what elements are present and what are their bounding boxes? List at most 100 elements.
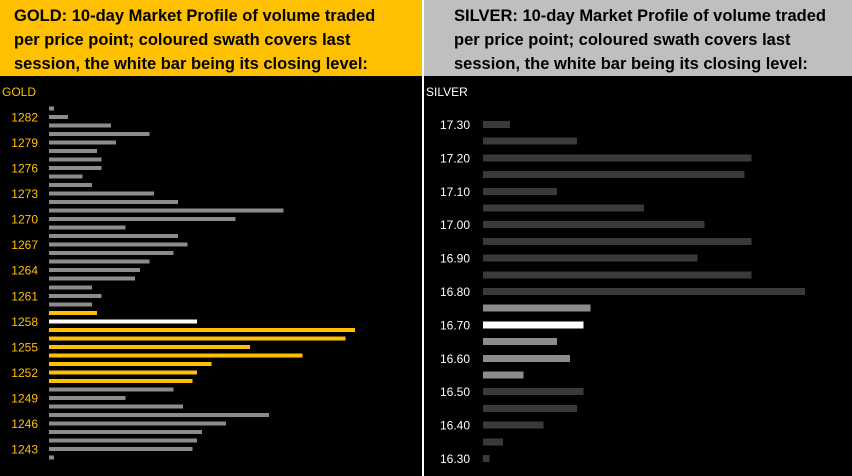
- volume-bar: [483, 137, 577, 145]
- volume-bar: [483, 121, 510, 128]
- price-tick-label: 1255: [11, 340, 38, 354]
- price-tick-label: 16.60: [440, 352, 470, 366]
- volume-bar: [49, 183, 92, 188]
- price-tick-label: 16.90: [440, 252, 470, 266]
- price-tick-label: 1282: [11, 111, 38, 125]
- price-tick-label: 16.30: [440, 452, 470, 466]
- volume-bar: [49, 123, 112, 128]
- volume-bar: [483, 421, 544, 429]
- session-swath-bar: [49, 353, 303, 358]
- price-tick-label: 1273: [11, 187, 38, 201]
- volume-bar: [49, 242, 188, 247]
- volume-bar: [483, 388, 584, 396]
- price-tick-label: 16.40: [440, 419, 470, 433]
- silver-chart-title: SILVER: [426, 85, 468, 99]
- volume-bar: [49, 421, 226, 426]
- gold-header-line-1: GOLD: 10-day Market Profile of volume tr…: [14, 7, 376, 25]
- close-level-bar: [49, 319, 198, 324]
- volume-bar: [49, 259, 150, 264]
- volume-bar: [49, 225, 126, 230]
- gold-market-profile-chart: GOLD 1282 1279 1276 1273 1270 1267 1264 1261 125…: [2, 85, 355, 460]
- price-tick-label: 1246: [11, 417, 38, 431]
- price-tick-label: 1270: [11, 213, 38, 227]
- gold-panel: GOLD: 10-day Market Profile of volume tr…: [0, 0, 422, 476]
- volume-bar: [49, 412, 269, 417]
- volume-bar: [49, 285, 92, 290]
- volume-bar: [49, 217, 236, 222]
- volume-bar: [49, 302, 92, 307]
- silver-header: SILVER: 10-day Market Profile of volume …: [424, 0, 852, 76]
- silver-header-line-3: session, the white bar being its closing…: [454, 55, 808, 73]
- price-tick-label: 1249: [11, 391, 38, 405]
- volume-bar: [49, 234, 179, 239]
- gold-header-line-2: per price point; coloured swath covers l…: [14, 31, 351, 49]
- session-swath-bar: [483, 354, 571, 362]
- volume-bar: [49, 395, 126, 400]
- volume-bar: [483, 254, 698, 262]
- volume-bar: [49, 430, 202, 434]
- silver-market-profile-chart: SILVER 17.30 17.20 17.10 17.00 16.90 16.80 16.…: [426, 85, 805, 466]
- volume-bar: [483, 455, 490, 462]
- volume-bar: [49, 455, 54, 460]
- volume-bar: [483, 271, 752, 279]
- price-tick-label: 16.80: [440, 285, 470, 299]
- volume-bar: [49, 149, 97, 154]
- price-tick-label: 16.50: [440, 385, 470, 399]
- session-swath-bar: [483, 371, 524, 379]
- session-swath-bar: [49, 344, 250, 349]
- gold-header-line-3: session, the white bar being its closing…: [14, 55, 368, 73]
- volume-bar: [483, 237, 752, 245]
- volume-bar: [49, 174, 83, 179]
- volume-bar: [49, 438, 198, 443]
- session-swath-bar: [49, 310, 97, 315]
- volume-bar: [483, 187, 557, 195]
- volume-bar: [49, 268, 140, 273]
- volume-bar: [483, 221, 705, 229]
- volume-bar: [49, 208, 284, 213]
- silver-header-line-1: SILVER: 10-day Market Profile of volume …: [454, 7, 826, 25]
- volume-bar: [49, 293, 102, 298]
- price-tick-label: 1279: [11, 136, 38, 150]
- gold-chart-title: GOLD: [2, 85, 36, 99]
- silver-header-line-2: per price point; coloured swath covers l…: [454, 31, 791, 49]
- volume-bar: [49, 157, 102, 162]
- volume-bar: [49, 106, 54, 111]
- session-swath-bar: [49, 327, 355, 332]
- price-tick-label: 1267: [11, 238, 38, 252]
- volume-bar: [49, 115, 69, 119]
- volume-bar: [483, 438, 504, 446]
- silver-panel: SILVER: 10-day Market Profile of volume …: [424, 0, 852, 476]
- gold-header: GOLD: 10-day Market Profile of volume tr…: [0, 0, 422, 76]
- session-swath-bar: [49, 336, 346, 341]
- volume-bar: [49, 387, 174, 392]
- volume-bar: [49, 447, 193, 451]
- price-tick-label: 1276: [11, 162, 38, 176]
- volume-bar: [49, 404, 183, 409]
- session-swath-bar: [49, 378, 193, 383]
- volume-bar: [49, 191, 155, 196]
- volume-bar: [483, 404, 577, 412]
- volume-bar: [483, 204, 644, 212]
- price-tick-label: 17.20: [440, 151, 470, 165]
- price-tick-label: 1243: [11, 443, 38, 457]
- volume-bar: [49, 140, 116, 145]
- session-swath-bar: [49, 370, 198, 375]
- session-swath-bar: [483, 304, 591, 312]
- session-swath-bar: [49, 361, 212, 366]
- price-tick-label: 16.70: [440, 318, 470, 332]
- price-tick-label: 17.30: [440, 118, 470, 132]
- volume-bar: [49, 132, 150, 136]
- close-level-bar: [483, 321, 584, 329]
- volume-bar: [483, 288, 805, 295]
- price-tick-label: 1264: [11, 264, 38, 278]
- price-tick-label: 17.10: [440, 185, 470, 199]
- session-swath-bar: [483, 338, 557, 346]
- volume-bar: [49, 166, 102, 171]
- volume-bar: [49, 251, 174, 256]
- volume-bar: [49, 200, 179, 205]
- volume-bar: [49, 276, 136, 281]
- volume-bar: [483, 154, 752, 162]
- volume-bar: [483, 171, 745, 179]
- price-tick-label: 1261: [11, 289, 38, 303]
- price-tick-label: 1258: [11, 315, 38, 329]
